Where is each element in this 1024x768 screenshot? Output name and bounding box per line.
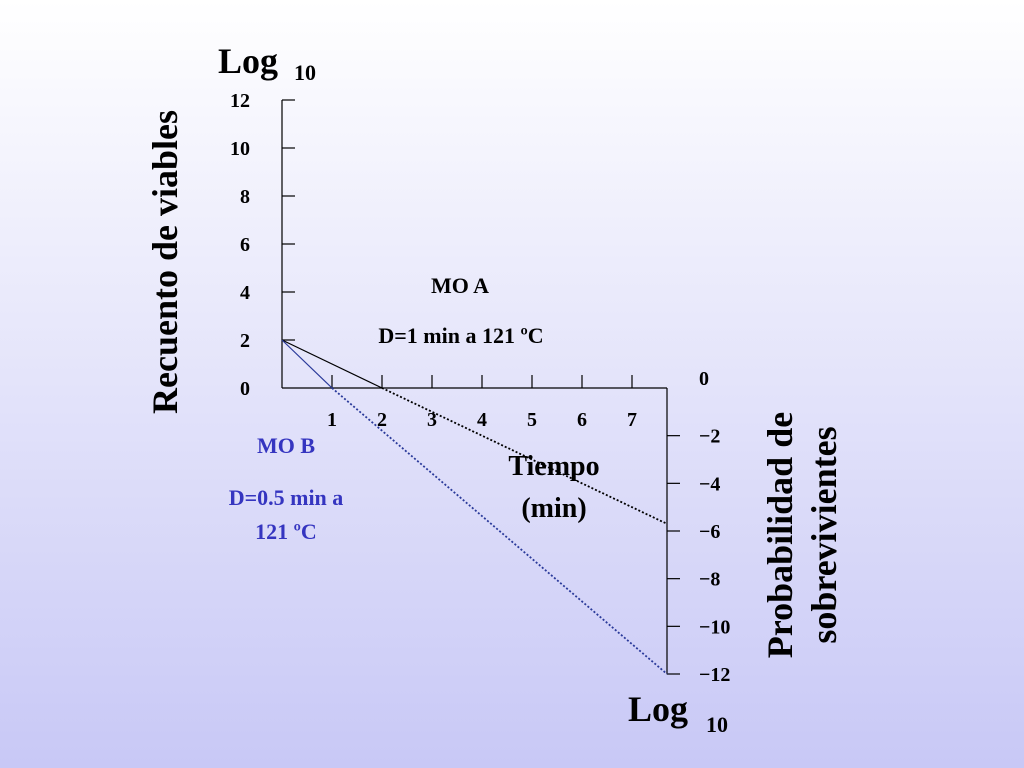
right-tick-label: −2 [699, 426, 720, 448]
series-b-name: MO B [256, 433, 316, 458]
series-1-segment [281, 339, 333, 389]
right-log-label: Log [628, 689, 689, 729]
right-tick-label: −8 [699, 569, 720, 591]
x-tick-label: 3 [427, 409, 437, 431]
series-a-name: MO A [430, 273, 490, 298]
x-tick-label: 7 [627, 409, 637, 431]
left-tick-label: 2 [240, 330, 250, 352]
left-log-base: 10 [294, 60, 316, 85]
left-tick-label: 4 [240, 282, 250, 304]
right-tick-label: −4 [699, 473, 720, 495]
right-tick-label: 0 [699, 368, 709, 390]
series-b-label-line1: D=0.5 min a [228, 485, 344, 510]
right-tick-label: −10 [699, 616, 730, 638]
series-group [281, 339, 668, 675]
right-tick-label: −6 [699, 521, 720, 543]
left-tick-label: 12 [230, 90, 250, 112]
x-tick-label: 1 [327, 409, 337, 431]
left-tick-label: 8 [240, 186, 250, 208]
x-axis-title-line2: (min) [521, 493, 587, 524]
x-tick-label: 4 [477, 409, 487, 431]
left-log-label: Log [218, 41, 279, 81]
x-tick-label: 6 [577, 409, 587, 431]
right-log-base: 10 [706, 712, 728, 737]
left-tick-label: 6 [240, 234, 250, 256]
series-0-segment [381, 387, 668, 525]
right-axis-title-line2: sobrevivientes [804, 426, 844, 644]
series-a-label: D=1 min a 121 ºC [378, 323, 544, 348]
x-tick-label: 5 [527, 409, 537, 431]
left-axis-title: Recuento de viables [145, 110, 185, 414]
x-tick-label: 2 [377, 409, 387, 431]
series-0-segment [281, 339, 383, 389]
left-tick-label: 0 [240, 378, 250, 400]
right-axis-title-line1: Probabilidad de [760, 411, 800, 659]
x-axis-title-line1: Tiempo [508, 451, 600, 482]
right-tick-label: −12 [699, 664, 730, 686]
left-tick-label: 10 [230, 138, 250, 160]
series-b-label-line2: 121 ºC [255, 519, 317, 544]
series-1-segment [331, 387, 668, 675]
